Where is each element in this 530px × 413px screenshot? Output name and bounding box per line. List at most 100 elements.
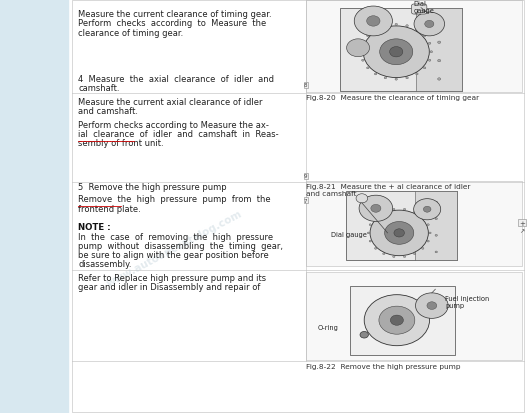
Text: ↗: ↗ (519, 229, 525, 234)
Circle shape (384, 78, 387, 80)
Circle shape (359, 196, 393, 222)
Circle shape (414, 13, 445, 37)
Text: and camshaft: and camshaft (306, 191, 357, 197)
Circle shape (430, 52, 432, 54)
Circle shape (383, 253, 385, 255)
Text: Dial gauge: Dial gauge (331, 231, 367, 237)
Circle shape (385, 222, 414, 244)
Text: Perform  checks  according  to  Measure  the: Perform checks according to Measure the (78, 19, 267, 28)
Circle shape (361, 43, 364, 45)
Text: frontend plate.: frontend plate. (78, 204, 141, 213)
Circle shape (435, 202, 437, 204)
Bar (416, 9, 462, 92)
Circle shape (360, 52, 363, 54)
Circle shape (403, 209, 405, 211)
Text: NOTE :: NOTE : (78, 222, 111, 231)
Circle shape (371, 205, 381, 213)
Circle shape (367, 233, 369, 234)
Text: Fig.8-22  Remove the high pressure pump: Fig.8-22 Remove the high pressure pump (306, 363, 461, 369)
Circle shape (367, 36, 369, 38)
Circle shape (375, 248, 377, 250)
Circle shape (370, 211, 428, 256)
Circle shape (423, 207, 431, 213)
Text: Fig.8-21  Measure the + al clearance of idler: Fig.8-21 Measure the + al clearance of i… (306, 184, 471, 190)
Circle shape (423, 36, 426, 38)
Circle shape (347, 40, 369, 57)
Circle shape (369, 241, 372, 242)
Text: pump  without  disassembling  the  timing  gear,: pump without disassembling the timing ge… (78, 241, 284, 250)
Circle shape (361, 60, 364, 62)
Bar (415, 192, 457, 261)
Bar (340, 9, 462, 92)
Text: 7: 7 (304, 198, 307, 203)
Bar (72, 1, 524, 412)
Circle shape (427, 302, 437, 310)
Bar (346, 192, 457, 261)
Circle shape (421, 248, 424, 250)
Circle shape (416, 293, 448, 318)
Text: In  the  case  of  removing  the  high  pressure: In the case of removing the high pressur… (78, 232, 273, 241)
Bar (0, 0, 68, 413)
Circle shape (394, 229, 404, 237)
Circle shape (354, 7, 392, 37)
Text: 9: 9 (304, 174, 307, 179)
Text: ial  clearance  of  idler  and  camshaft  in  Reas-: ial clearance of idler and camshaft in R… (78, 130, 279, 139)
Circle shape (435, 235, 437, 237)
Text: gear and idler in Disassembly and repair of: gear and idler in Disassembly and repair… (78, 282, 261, 292)
Circle shape (425, 21, 434, 28)
Circle shape (406, 26, 408, 28)
Circle shape (393, 209, 395, 211)
Circle shape (428, 43, 431, 45)
Circle shape (413, 199, 441, 220)
Text: Fig.8-20  Measure the clearance of timing gear: Fig.8-20 Measure the clearance of timing… (306, 95, 480, 101)
Circle shape (406, 78, 408, 80)
Circle shape (393, 256, 395, 258)
FancyBboxPatch shape (411, 5, 427, 15)
Circle shape (360, 332, 368, 338)
Circle shape (435, 252, 437, 253)
Text: 8: 8 (304, 83, 307, 88)
Text: and camshaft.: and camshaft. (78, 107, 138, 116)
Circle shape (367, 68, 369, 70)
Text: sembly of front unit.: sembly of front unit. (78, 139, 164, 148)
Text: Perform checks according to Measure the ax-: Perform checks according to Measure the … (78, 121, 269, 130)
Circle shape (390, 315, 403, 325)
Circle shape (413, 253, 416, 255)
Text: clearance of timing gear.: clearance of timing gear. (78, 28, 184, 38)
Circle shape (379, 306, 415, 335)
Circle shape (383, 212, 385, 214)
Bar (306, 182, 522, 266)
Text: 4  Measure  the  axial  clearance  of  idler  and: 4 Measure the axial clearance of idler a… (78, 74, 275, 83)
Circle shape (390, 47, 403, 58)
Text: Remove  the  high  pressure  pump  from  the: Remove the high pressure pump from the (78, 195, 271, 204)
Circle shape (416, 29, 418, 31)
Text: Dial
gauge: Dial gauge (413, 1, 434, 14)
Circle shape (395, 79, 398, 81)
Circle shape (416, 74, 418, 76)
Text: +: + (519, 220, 525, 226)
Circle shape (423, 68, 426, 70)
Circle shape (438, 60, 441, 63)
Text: Fuel injection
pump: Fuel injection pump (445, 295, 489, 308)
Circle shape (428, 60, 431, 62)
Circle shape (403, 256, 405, 258)
Circle shape (429, 233, 431, 234)
Text: 5  Remove the high pressure pump: 5 Remove the high pressure pump (78, 183, 227, 192)
Bar (350, 286, 455, 355)
Circle shape (379, 40, 413, 66)
Circle shape (363, 27, 429, 78)
Circle shape (367, 17, 380, 27)
Circle shape (421, 217, 424, 219)
Circle shape (364, 295, 429, 346)
Text: disassembly.: disassembly. (78, 259, 132, 268)
Circle shape (438, 42, 441, 44)
Text: be sure to align with the gear position before: be sure to align with the gear position … (78, 250, 269, 259)
Circle shape (395, 24, 398, 26)
Circle shape (438, 78, 441, 81)
Circle shape (384, 26, 387, 28)
Circle shape (413, 212, 416, 214)
Text: Refer to Replace high pressure pump and its: Refer to Replace high pressure pump and … (78, 273, 267, 282)
Circle shape (427, 224, 429, 226)
Text: Measure the current axial clearance of idler: Measure the current axial clearance of i… (78, 97, 263, 107)
Circle shape (438, 24, 441, 26)
